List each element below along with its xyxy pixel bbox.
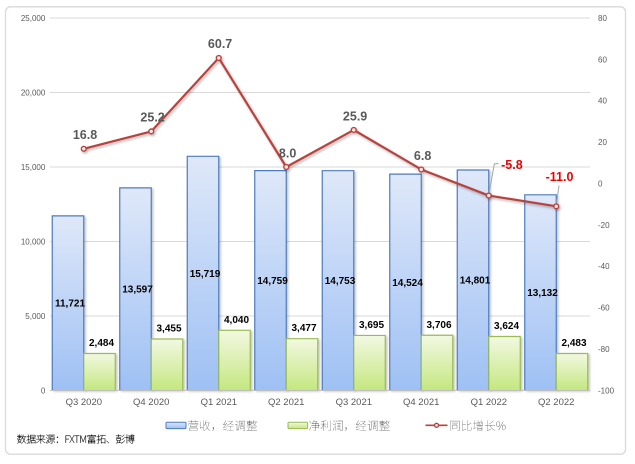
svg-text:3,695: 3,695: [359, 320, 384, 331]
svg-text:-5.8: -5.8: [501, 158, 523, 172]
svg-text:-60: -60: [598, 304, 610, 313]
svg-text:14,753: 14,753: [325, 276, 356, 287]
svg-text:-11.0: -11.0: [546, 170, 574, 184]
svg-text:80: 80: [598, 14, 607, 23]
svg-text:3,455: 3,455: [156, 324, 181, 335]
svg-text:11,721: 11,721: [55, 299, 85, 310]
svg-text:-40: -40: [598, 262, 610, 271]
svg-text:3,477: 3,477: [291, 323, 316, 334]
svg-text:Q3 2021: Q3 2021: [336, 397, 372, 408]
svg-text:3,624: 3,624: [494, 321, 519, 332]
svg-text:15,719: 15,719: [190, 269, 221, 280]
svg-text:Q3 2020: Q3 2020: [66, 397, 102, 408]
svg-text:20,000: 20,000: [21, 88, 46, 97]
svg-text:4,040: 4,040: [224, 315, 249, 326]
svg-text:40: 40: [598, 97, 607, 106]
svg-text:3,706: 3,706: [426, 320, 451, 331]
svg-text:14,801: 14,801: [460, 276, 491, 287]
svg-text:-20: -20: [598, 221, 610, 230]
svg-text:25.9: 25.9: [343, 109, 367, 123]
svg-text:2,483: 2,483: [561, 338, 586, 349]
svg-text:10,000: 10,000: [21, 237, 46, 246]
svg-text:13,132: 13,132: [527, 288, 558, 299]
svg-text:-100: -100: [598, 386, 615, 395]
svg-text:14,524: 14,524: [392, 278, 423, 289]
svg-text:-80: -80: [598, 345, 610, 354]
svg-text:Q1 2022: Q1 2022: [471, 397, 507, 408]
svg-text:60: 60: [598, 55, 607, 64]
svg-text:0: 0: [41, 386, 46, 395]
svg-text:25.2: 25.2: [140, 111, 164, 125]
svg-text:Q4 2020: Q4 2020: [133, 397, 169, 408]
svg-text:2,484: 2,484: [89, 338, 114, 349]
svg-text:Q4 2021: Q4 2021: [403, 397, 439, 408]
svg-text:60.7: 60.7: [208, 37, 232, 51]
svg-text:20: 20: [598, 138, 607, 147]
svg-text:16.8: 16.8: [73, 128, 97, 142]
svg-text:5,000: 5,000: [25, 312, 46, 321]
svg-text:13,597: 13,597: [122, 285, 153, 296]
svg-text:25,000: 25,000: [21, 14, 46, 23]
svg-text:8.0: 8.0: [279, 146, 296, 160]
svg-text:Q2 2021: Q2 2021: [268, 397, 304, 408]
svg-text:Q2 2022: Q2 2022: [538, 397, 574, 408]
svg-text:0: 0: [598, 180, 603, 189]
svg-text:Q1 2021: Q1 2021: [201, 397, 237, 408]
svg-text:6.8: 6.8: [414, 149, 431, 163]
svg-text:15,000: 15,000: [21, 163, 46, 172]
svg-text:14,759: 14,759: [257, 276, 288, 287]
